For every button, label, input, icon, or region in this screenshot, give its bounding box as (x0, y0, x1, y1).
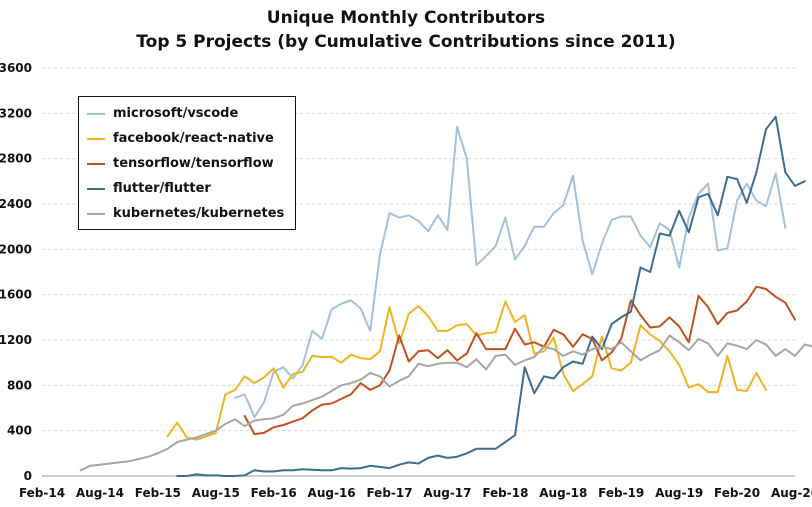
chart-title: Unique Monthly Contributors (266, 8, 546, 28)
chart-title-block: Unique Monthly Contributors Top 5 Projec… (0, 6, 812, 54)
x-tick-label: Aug-20 (771, 486, 812, 500)
axes: 0 400 800 1200 1600 2000 2400 2800 3200 3600 Feb-1… (0, 61, 812, 500)
x-tick-label: Aug-16 (308, 486, 356, 500)
legend-label: flutter/flutter (113, 181, 211, 196)
x-tick-label: Aug-15 (192, 486, 240, 500)
legend-item: tensorflow/tensorflow (87, 151, 287, 176)
series-line-flutter-flutter (176, 115, 806, 477)
y-tick-label: 400 (7, 424, 32, 438)
y-tick-label: 2000 (0, 242, 32, 256)
legend-label: facebook/react-native (113, 131, 274, 146)
y-tick-label: 3200 (0, 106, 32, 120)
legend-swatch (87, 212, 105, 215)
y-tick-label: 1200 (0, 333, 32, 347)
y-tick-label: 0 (24, 469, 32, 483)
legend: microsoft/vscode facebook/react-native ten… (78, 96, 296, 230)
y-tick-label: 3600 (0, 61, 32, 75)
legend-item: microsoft/vscode (87, 101, 287, 126)
series-line-microsoft-vscode (234, 125, 787, 419)
legend-swatch (87, 112, 105, 115)
x-tick-label: Feb-15 (135, 486, 181, 500)
legend-swatch (87, 187, 105, 190)
y-tick-label: 1600 (0, 288, 32, 302)
x-tick-label: Feb-18 (482, 486, 528, 500)
x-tick-label: Aug-17 (423, 486, 471, 500)
series-lines (79, 115, 812, 477)
chart-subtitle: Top 5 Projects (by Cumulative Contributi… (136, 32, 676, 52)
y-tick-label: 800 (7, 378, 32, 392)
x-tick-label: Feb-16 (251, 486, 297, 500)
legend-item: kubernetes/kubernetes (87, 201, 287, 226)
series-line-tensorflow-tensorflow (243, 285, 796, 436)
legend-item: facebook/react-native (87, 126, 287, 151)
legend-swatch (87, 137, 105, 140)
series-line-kubernetes-kubernetes (79, 334, 812, 472)
legend-item: flutter/flutter (87, 176, 287, 201)
y-tick-label: 2400 (0, 197, 32, 211)
legend-label: tensorflow/tensorflow (113, 156, 274, 171)
legend-swatch (87, 162, 105, 165)
legend-label: microsoft/vscode (113, 106, 239, 121)
legend-label: kubernetes/kubernetes (113, 206, 285, 221)
series-line-facebook-react-native (166, 300, 767, 441)
x-tick-label: Feb-20 (714, 486, 760, 500)
x-tick-label: Feb-19 (598, 486, 644, 500)
x-tick-label: Aug-18 (539, 486, 587, 500)
y-tick-label: 2800 (0, 152, 32, 166)
x-tick-label: Aug-19 (655, 486, 703, 500)
x-tick-label: Aug-14 (76, 486, 124, 500)
x-tick-label: Feb-14 (19, 486, 65, 500)
x-tick-label: Feb-17 (366, 486, 412, 500)
